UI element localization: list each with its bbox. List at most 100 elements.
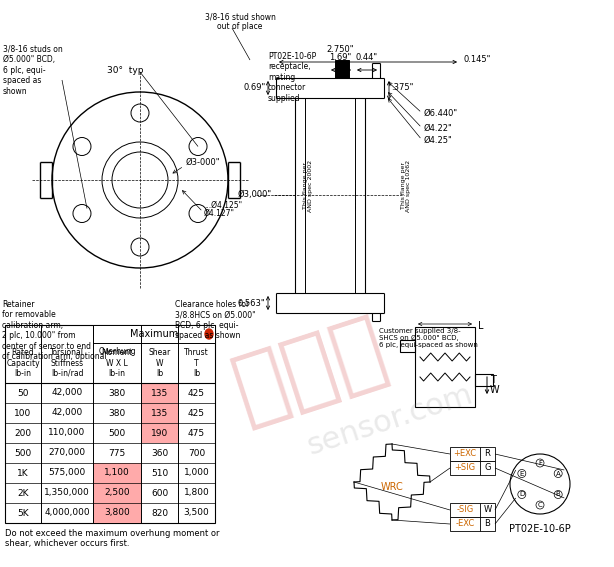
Bar — [335, 60, 349, 78]
Text: G: G — [484, 463, 491, 472]
Text: 42,000: 42,000 — [52, 388, 83, 397]
Text: T: T — [490, 375, 496, 385]
Bar — [93, 325, 215, 343]
Text: 3/8-16 studs on
Ø5.000" BCD,
6 plc, equi-
spaced as
shown: 3/8-16 studs on Ø5.000" BCD, 6 plc, equi… — [3, 45, 63, 96]
Text: B: B — [484, 519, 491, 528]
Text: Moment
W X L
lb-in: Moment W X L lb-in — [101, 348, 133, 378]
Text: +EXC: +EXC — [453, 450, 476, 459]
Text: 500: 500 — [109, 429, 126, 438]
Text: Ø3,000": Ø3,000" — [238, 191, 272, 200]
Text: 425: 425 — [188, 408, 205, 417]
Text: 510: 510 — [151, 468, 168, 477]
Text: 2.750": 2.750" — [326, 45, 354, 54]
Text: 380: 380 — [109, 408, 126, 417]
Text: 3,800: 3,800 — [104, 509, 130, 518]
Text: 100: 100 — [14, 408, 32, 417]
Text: Rated
Capacity
lb-in: Rated Capacity lb-in — [6, 348, 40, 378]
Text: 380: 380 — [109, 388, 126, 397]
Bar — [450, 447, 495, 461]
Text: 1,800: 1,800 — [184, 489, 209, 497]
Text: 5K: 5K — [17, 509, 29, 518]
Text: R: R — [484, 450, 491, 459]
Text: B: B — [556, 492, 561, 497]
Text: 190: 190 — [151, 429, 168, 438]
Text: -SIG: -SIG — [456, 506, 473, 514]
Bar — [141, 403, 178, 423]
Bar — [141, 383, 178, 403]
Text: Customer supplied 3/8-
SHCS on Ø5.000" BCD,
6 plc, equi-spaced as shown: Customer supplied 3/8- SHCS on Ø5.000" B… — [379, 328, 478, 348]
Bar — [93, 483, 141, 503]
Text: Do not exceed the maximum overhung moment or
shear, whichever occurs first.: Do not exceed the maximum overhung momen… — [5, 529, 219, 548]
Text: 700: 700 — [188, 448, 205, 458]
Text: 135: 135 — [151, 408, 168, 417]
Text: This flange per
AND spec 10262: This flange per AND spec 10262 — [400, 160, 411, 212]
Ellipse shape — [205, 329, 213, 339]
Bar — [450, 517, 495, 531]
Bar — [450, 461, 495, 475]
Text: L: L — [478, 321, 483, 331]
Bar — [93, 503, 141, 523]
Text: 3/8-16 stud shown
out of place: 3/8-16 stud shown out of place — [204, 12, 276, 31]
Text: Thrust
T
lb: Thrust T lb — [184, 348, 209, 378]
Text: 50: 50 — [17, 388, 29, 397]
Text: -EXC: -EXC — [456, 519, 475, 528]
Bar — [93, 463, 141, 483]
Text: 820: 820 — [151, 509, 168, 518]
Text: 2K: 2K — [17, 489, 29, 497]
Text: WRC: WRC — [381, 482, 403, 492]
Text: E: E — [519, 471, 524, 476]
Text: Ø4.22": Ø4.22" — [424, 124, 453, 133]
Text: Maximum: Maximum — [130, 329, 178, 339]
Text: 500: 500 — [14, 448, 32, 458]
Text: 1,000: 1,000 — [184, 468, 209, 477]
Text: 775: 775 — [109, 448, 126, 458]
Text: .375": .375" — [391, 83, 413, 92]
Text: Clearance holes for
3/8.8HCS on Ø5.000"
BCD, 6 plc, equi-
spaced as shown: Clearance holes for 3/8.8HCS on Ø5.000" … — [175, 300, 255, 340]
Text: A: A — [556, 471, 561, 476]
Text: 3,500: 3,500 — [184, 509, 209, 518]
Bar — [400, 340, 415, 352]
Text: Torsional
Stiffness
lb-in/rad: Torsional Stiffness lb-in/rad — [50, 348, 84, 378]
Text: W: W — [490, 385, 500, 395]
Text: 200: 200 — [15, 429, 31, 438]
Text: Ø4.127": Ø4.127" — [204, 209, 235, 218]
Text: PT02E-10-6P
receptacle,
mating
connector
supplied: PT02E-10-6P receptacle, mating connector… — [268, 52, 316, 103]
Text: Retainer
for removable
calibration arm,
2 plc, 10.000" from
center of sensor to : Retainer for removable calibration arm, … — [2, 300, 107, 361]
Text: 1.69": 1.69" — [329, 53, 351, 62]
Text: 0.563": 0.563" — [238, 298, 266, 307]
Text: 475: 475 — [188, 429, 205, 438]
Text: Ø3-000": Ø3-000" — [186, 158, 220, 167]
Text: 575,000: 575,000 — [49, 468, 85, 477]
Text: 0.44": 0.44" — [356, 53, 378, 62]
Text: 600: 600 — [151, 489, 168, 497]
Text: 0.145": 0.145" — [463, 54, 491, 64]
Text: 0.69": 0.69" — [244, 83, 266, 92]
Text: ...Ø4.125": ...Ø4.125" — [204, 201, 242, 209]
Text: 1K: 1K — [17, 468, 29, 477]
Text: 135: 135 — [151, 388, 168, 397]
Text: W: W — [483, 506, 492, 514]
Text: 1,100: 1,100 — [104, 468, 130, 477]
Text: 1,350,000: 1,350,000 — [44, 489, 90, 497]
Text: Overhung: Overhung — [98, 347, 136, 356]
Text: 425: 425 — [188, 388, 205, 397]
Text: Shear
W
lb: Shear W lb — [149, 348, 171, 378]
Text: F: F — [538, 460, 542, 466]
Bar — [141, 423, 178, 443]
Text: 30°  typ: 30° typ — [107, 66, 143, 75]
Text: 270,000: 270,000 — [49, 448, 85, 458]
Text: D: D — [519, 492, 524, 497]
Bar — [475, 374, 493, 386]
Text: 110,000: 110,000 — [49, 429, 85, 438]
Bar — [415, 327, 475, 407]
Text: +SIG: +SIG — [454, 463, 476, 472]
Bar — [5, 325, 215, 523]
Text: This flange per
AND spec 20002: This flange per AND spec 20002 — [303, 160, 313, 212]
Text: 42,000: 42,000 — [52, 408, 83, 417]
Bar — [450, 503, 495, 517]
Text: Ø6.440": Ø6.440" — [424, 108, 458, 117]
Text: 2,500: 2,500 — [104, 489, 130, 497]
Text: 价传感: 价传感 — [223, 307, 397, 433]
Text: sensor.com: sensor.com — [303, 379, 476, 460]
Text: Ø4.25": Ø4.25" — [424, 136, 453, 145]
